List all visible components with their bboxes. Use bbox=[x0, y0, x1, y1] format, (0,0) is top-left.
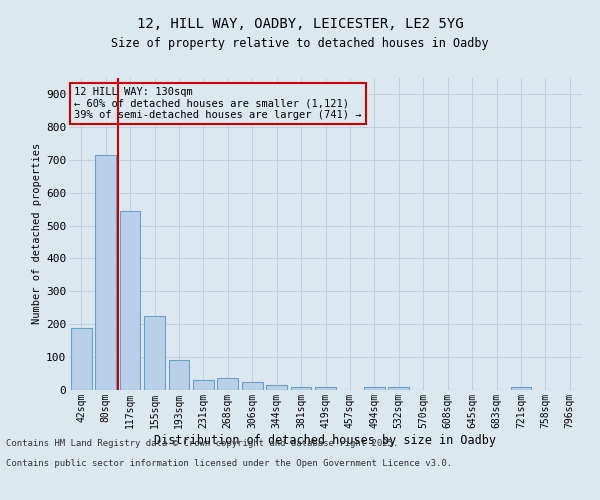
Bar bbox=[95, 155, 116, 390]
Bar bbox=[119, 210, 140, 390]
Bar bbox=[217, 378, 238, 390]
Bar bbox=[364, 388, 385, 390]
Bar bbox=[315, 386, 336, 390]
Text: Size of property relative to detached houses in Oadby: Size of property relative to detached ho… bbox=[111, 38, 489, 51]
Bar bbox=[193, 380, 214, 390]
Text: Contains HM Land Registry data © Crown copyright and database right 2025.: Contains HM Land Registry data © Crown c… bbox=[6, 438, 398, 448]
Text: Contains public sector information licensed under the Open Government Licence v3: Contains public sector information licen… bbox=[6, 458, 452, 468]
Text: 12 HILL WAY: 130sqm
← 60% of detached houses are smaller (1,121)
39% of semi-det: 12 HILL WAY: 130sqm ← 60% of detached ho… bbox=[74, 87, 362, 120]
Bar bbox=[242, 382, 263, 390]
Bar bbox=[290, 386, 311, 390]
Bar bbox=[266, 385, 287, 390]
Bar bbox=[169, 360, 190, 390]
Bar bbox=[71, 328, 92, 390]
Bar bbox=[511, 386, 532, 390]
Y-axis label: Number of detached properties: Number of detached properties bbox=[32, 143, 42, 324]
X-axis label: Distribution of detached houses by size in Oadby: Distribution of detached houses by size … bbox=[155, 434, 497, 446]
Text: 12, HILL WAY, OADBY, LEICESTER, LE2 5YG: 12, HILL WAY, OADBY, LEICESTER, LE2 5YG bbox=[137, 18, 463, 32]
Bar bbox=[144, 316, 165, 390]
Bar bbox=[388, 388, 409, 390]
